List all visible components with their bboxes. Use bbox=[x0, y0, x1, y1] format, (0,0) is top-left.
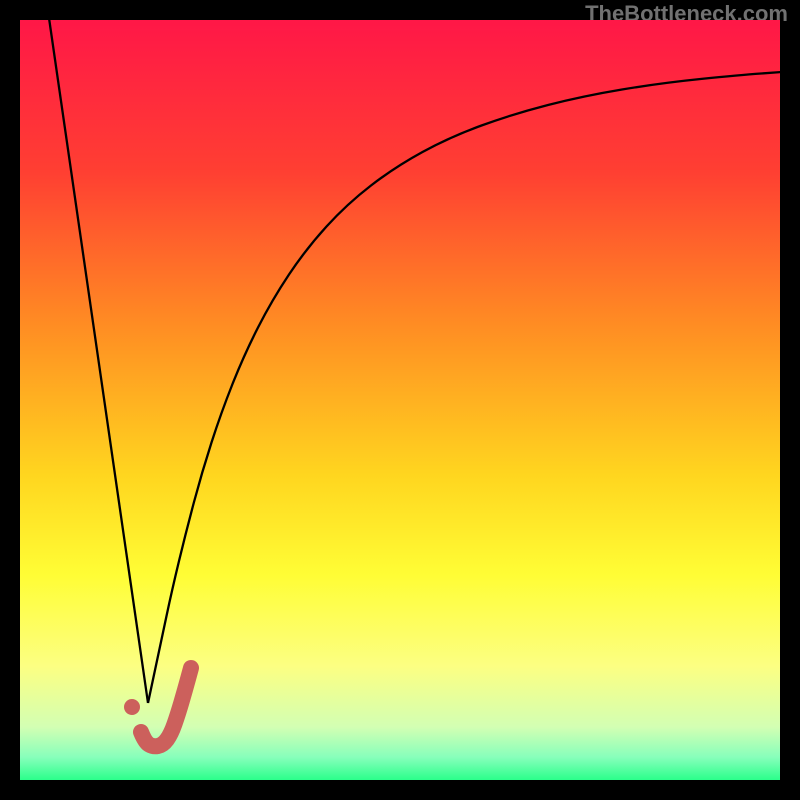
markers-group bbox=[124, 699, 140, 715]
plot-area bbox=[20, 20, 780, 780]
marker-accent-dot bbox=[124, 699, 140, 715]
figure-root: TheBottleneck.com bbox=[0, 0, 800, 800]
chart-svg bbox=[20, 20, 780, 780]
chart-background bbox=[20, 20, 780, 780]
